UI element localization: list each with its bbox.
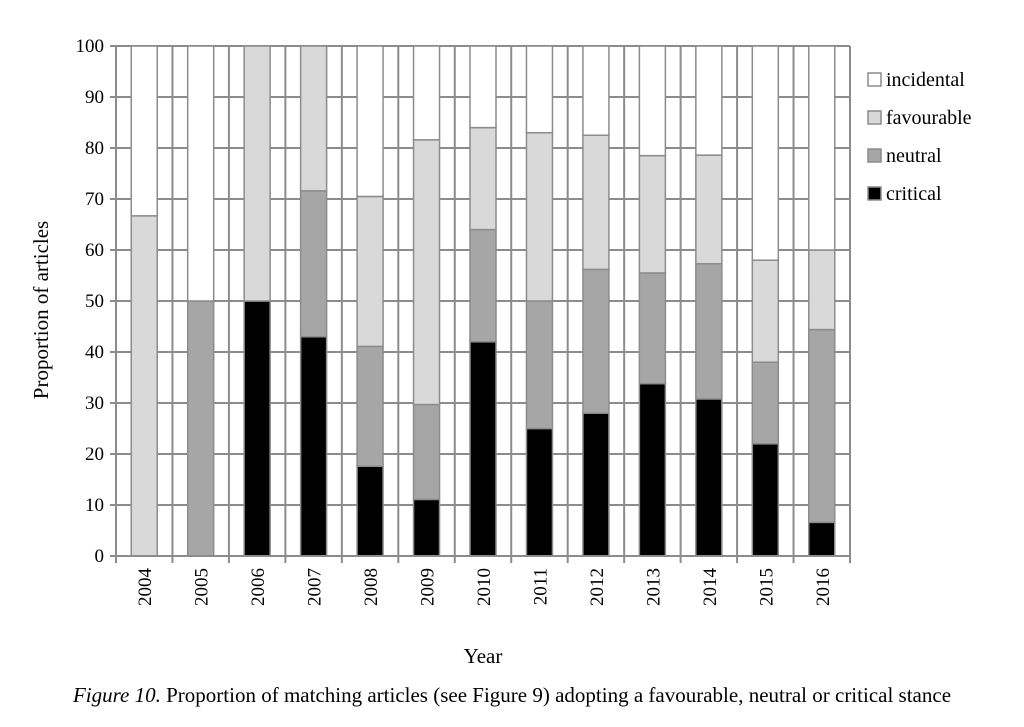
bar-critical-2009 — [412, 498, 441, 557]
bar-critical-2007 — [299, 335, 328, 557]
bar-critical-2008 — [356, 465, 384, 557]
x-tick-label: 2006 — [248, 568, 269, 606]
y-tick-label: 50 — [85, 291, 104, 312]
chart-container: 0 10 20 30 40 50 60 70 80 90 100 2004 2005 2006 2007 2… — [29, 36, 972, 668]
y-tick-label: 40 — [85, 342, 104, 363]
y-tick-label: 90 — [85, 87, 104, 108]
legend-swatch-critical — [867, 186, 882, 201]
bar-incidental-2014 — [695, 45, 723, 156]
bar-favourable-2010 — [469, 126, 497, 231]
bar-favourable-2004 — [130, 215, 158, 557]
legend-label-neutral: neutral — [886, 145, 942, 167]
x-tick-label: 2005 — [192, 568, 213, 606]
bar-critical-2013 — [638, 382, 667, 557]
bar-favourable-2016 — [808, 249, 836, 331]
y-tick-label: 80 — [85, 138, 104, 159]
y-tick-label: 70 — [85, 189, 104, 210]
y-tick-label: 30 — [85, 393, 104, 414]
bar-favourable-2009 — [412, 139, 441, 406]
bar-neutral-2008 — [356, 345, 384, 467]
bar-critical-2006 — [243, 300, 271, 557]
figure-caption: Figure 10. Proportion of matching articl… — [0, 683, 1024, 708]
bar-incidental-2010 — [469, 45, 497, 129]
legend-label-incidental: incidental — [886, 69, 965, 91]
x-tick-label: 2007 — [305, 568, 326, 606]
bar-critical-2012 — [582, 412, 610, 557]
bars — [130, 45, 836, 557]
y-axis-title: Proportion of articles — [29, 221, 53, 399]
bar-critical-2016 — [808, 521, 836, 557]
bar-neutral-2013 — [638, 272, 667, 385]
bar-neutral-2011 — [525, 300, 554, 430]
y-tick-labels: 0 10 20 30 40 50 60 70 80 90 100 — [76, 36, 105, 567]
x-tick-label: 2004 — [135, 568, 156, 607]
x-tick-label: 2011 — [530, 568, 551, 605]
bar-neutral-2009 — [412, 403, 441, 501]
legend-label-favourable: favourable — [886, 107, 972, 129]
x-tick-label: 2016 — [813, 568, 834, 606]
bar-favourable-2007 — [299, 45, 328, 192]
x-tick-label: 2010 — [474, 568, 495, 606]
bar-incidental-2015 — [751, 45, 780, 261]
bar-incidental-2005 — [186, 45, 215, 302]
bar-neutral-2010 — [469, 228, 497, 343]
bar-favourable-2008 — [356, 195, 384, 348]
legend-swatch-neutral — [867, 148, 882, 163]
x-tick-labels: 2004 2005 2006 2007 2008 2009 2010 2011 2012 2013… — [135, 568, 834, 607]
bar-incidental-2011 — [525, 45, 554, 134]
y-tick-label: 100 — [76, 36, 105, 57]
bar-favourable-2011 — [525, 131, 554, 302]
bar-favourable-2006 — [243, 45, 271, 302]
bar-critical-2015 — [751, 443, 780, 557]
caption-text: Proportion of matching articles (see Fig… — [160, 683, 952, 707]
bar-neutral-2005 — [186, 300, 215, 557]
y-tick-label: 0 — [95, 546, 105, 567]
bar-favourable-2015 — [751, 259, 780, 363]
legend-label-critical: critical — [886, 183, 942, 205]
legend-swatch-incidental — [867, 72, 882, 87]
x-tick-label: 2012 — [587, 568, 608, 606]
bar-incidental-2016 — [808, 45, 836, 251]
bar-critical-2011 — [525, 427, 554, 557]
bar-incidental-2012 — [582, 45, 610, 136]
axes — [110, 45, 851, 563]
bar-neutral-2015 — [751, 361, 780, 445]
bar-favourable-2013 — [638, 154, 667, 274]
y-tick-label: 10 — [85, 495, 104, 516]
x-tick-label: 2008 — [361, 568, 382, 606]
legend: incidental favourable neutral critical — [867, 69, 972, 205]
bar-incidental-2008 — [356, 45, 384, 198]
x-tick-label: 2009 — [418, 568, 439, 606]
bar-favourable-2014 — [695, 154, 723, 265]
bar-incidental-2013 — [638, 45, 667, 157]
bar-critical-2010 — [469, 341, 497, 557]
bar-neutral-2016 — [808, 328, 836, 524]
bar-neutral-2012 — [582, 268, 610, 414]
bar-neutral-2014 — [695, 263, 723, 400]
bar-incidental-2009 — [412, 45, 441, 141]
x-axis-title: Year — [464, 644, 503, 668]
bar-favourable-2012 — [582, 134, 610, 271]
x-tick-label: 2013 — [643, 568, 664, 606]
bar-critical-2014 — [695, 398, 723, 557]
bar-neutral-2007 — [299, 190, 328, 338]
bar-incidental-2004 — [130, 45, 158, 217]
legend-swatch-favourable — [867, 110, 882, 125]
figure-label: Figure 10. — [72, 683, 161, 707]
x-tick-label: 2015 — [756, 568, 777, 606]
y-tick-label: 20 — [85, 444, 104, 465]
x-tick-label: 2014 — [700, 568, 721, 607]
y-tick-label: 60 — [85, 240, 104, 261]
